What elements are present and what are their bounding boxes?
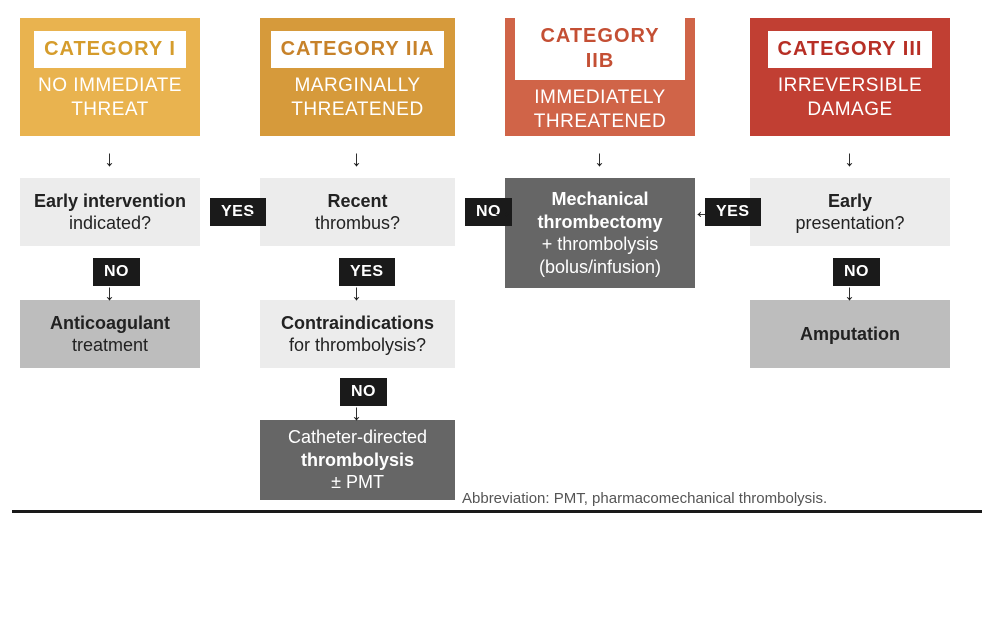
early-intervention-node: Early intervention indicated?	[20, 178, 200, 246]
category-2b-header: CATEGORY IIB IMMEDIATELY THREATENED	[505, 18, 695, 136]
amputation-node: Amputation	[750, 300, 950, 368]
early-presentation-node: Early presentation?	[750, 178, 950, 246]
mech-line1: Mechanical	[551, 188, 648, 211]
arrow-down-icon: ↓	[351, 148, 362, 170]
anticoagulant-bold: Anticoagulant	[50, 312, 170, 335]
early-presentation-plain: presentation?	[795, 212, 904, 235]
no-badge: NO	[340, 378, 387, 406]
category-1-title: CATEGORY I	[34, 31, 186, 68]
category-2a-subtitle: MARGINALLY THREATENED	[260, 74, 455, 134]
cdt-line3: ± PMT	[331, 471, 384, 494]
category-3-subtitle: IRREVERSIBLE DAMAGE	[750, 74, 950, 134]
cdt-node: Catheter-directed thrombolysis ± PMT	[260, 420, 455, 500]
arrow-right-icon: →	[246, 200, 268, 222]
mechanical-thrombectomy-node: Mechanical thrombectomy + thrombolysis (…	[505, 178, 695, 288]
arrow-left-icon: ←	[693, 200, 715, 222]
footnote-label: Abbreviation: PMT, pharmacomechanical th…	[462, 490, 827, 507]
arrow-down-icon: ↓	[844, 148, 855, 170]
arrow-down-icon: ↓	[844, 282, 855, 304]
mech-line4: (bolus/infusion)	[539, 256, 661, 279]
cdt-line2: thrombolysis	[301, 449, 414, 472]
amputation-bold: Amputation	[800, 323, 900, 346]
bottom-rule	[12, 510, 982, 513]
category-3-title: CATEGORY III	[768, 31, 933, 68]
arrow-down-icon: ↓	[351, 402, 362, 424]
category-2a-title: CATEGORY IIA	[271, 31, 445, 68]
flowchart-canvas: CATEGORY I NO IMMEDIATE THREAT CATEGORY …	[0, 0, 998, 642]
category-2b-title: CATEGORY IIB	[515, 18, 685, 80]
early-intervention-plain: indicated?	[69, 212, 151, 235]
anticoagulant-node: Anticoagulant treatment	[20, 300, 200, 368]
early-intervention-bold: Early intervention	[34, 190, 186, 213]
category-1-subtitle: NO IMMEDIATE THREAT	[20, 74, 200, 134]
category-1-header: CATEGORY I NO IMMEDIATE THREAT	[20, 18, 200, 136]
category-3-header: CATEGORY III IRREVERSIBLE DAMAGE	[750, 18, 950, 136]
yes-badge: YES	[339, 258, 395, 286]
footnote-text: Abbreviation: PMT, pharmacomechanical th…	[462, 490, 827, 507]
no-badge: NO	[93, 258, 140, 286]
arrow-down-icon: ↓	[351, 282, 362, 304]
no-badge: NO	[833, 258, 880, 286]
arrow-down-icon: ↓	[594, 148, 605, 170]
recent-thrombus-node: Recent thrombus?	[260, 178, 455, 246]
arrow-right-icon: →	[491, 200, 513, 222]
early-presentation-bold: Early	[828, 190, 872, 213]
contraindications-node: Contraindications for thrombolysis?	[260, 300, 455, 368]
contra-plain: for thrombolysis?	[289, 334, 426, 357]
mech-line3: + thrombolysis	[542, 233, 659, 256]
category-2b-subtitle: IMMEDIATELY THREATENED	[505, 86, 695, 146]
mech-line2: thrombectomy	[537, 211, 662, 234]
recent-thrombus-bold: Recent	[327, 190, 387, 213]
category-2a-header: CATEGORY IIA MARGINALLY THREATENED	[260, 18, 455, 136]
recent-thrombus-plain: thrombus?	[315, 212, 400, 235]
anticoagulant-plain: treatment	[72, 334, 148, 357]
contra-bold: Contraindications	[281, 312, 434, 335]
cdt-line1: Catheter-directed	[288, 426, 427, 449]
arrow-down-icon: ↓	[104, 282, 115, 304]
arrow-down-icon: ↓	[104, 148, 115, 170]
